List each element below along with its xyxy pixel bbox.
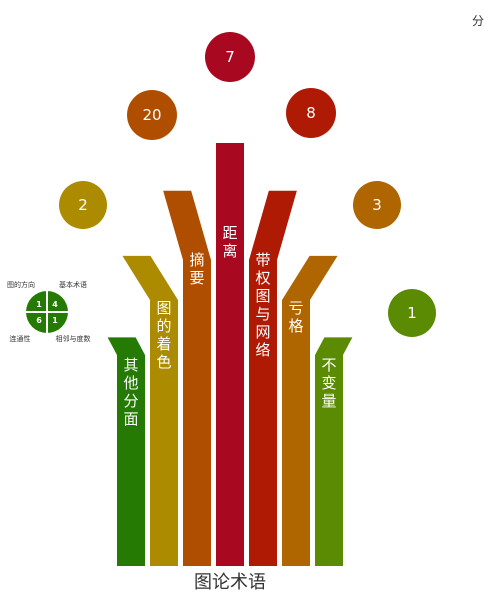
bar-shape[interactable]: [163, 190, 211, 566]
value-circle-5[interactable]: 3: [353, 181, 401, 229]
chart-title: 图论术语: [194, 572, 266, 593]
mini-pie-value: 4: [52, 300, 58, 309]
bar-4[interactable]: 距离: [216, 143, 244, 566]
value-circle-2[interactable]: 20: [127, 90, 177, 140]
mini-pie-label: 图的方向: [7, 280, 35, 289]
bar-7[interactable]: 不变量: [315, 337, 353, 566]
value-circle-shape[interactable]: [388, 289, 436, 337]
value-circle-number: 2: [78, 196, 88, 214]
value-circle-1[interactable]: 2: [59, 181, 107, 229]
value-circle-6[interactable]: 1: [388, 289, 436, 337]
value-circle-number: 7: [225, 48, 235, 66]
bar-5[interactable]: 带权图与网络: [249, 190, 297, 566]
bars-layer: 其他分面 图的着色 摘要距离带权图与网络 亏格不变量: [107, 143, 353, 567]
bar-6[interactable]: 亏格: [282, 255, 338, 567]
bar-label: 摘要: [189, 251, 204, 287]
bar-label: 亏格: [288, 299, 303, 335]
bar-label: 带权图与网络: [255, 251, 270, 359]
mini-pie-value: 1: [36, 300, 42, 309]
mini-pie-value: 6: [36, 316, 42, 325]
bar-label: 距离: [222, 224, 237, 260]
value-circle-number: 1: [407, 304, 417, 322]
bar-2[interactable]: 图的着色: [122, 255, 178, 567]
value-circle-shape[interactable]: [127, 90, 177, 140]
mini-pie-label: 连通性: [10, 334, 31, 343]
bar-shape[interactable]: [249, 190, 297, 566]
value-circle-shape[interactable]: [205, 32, 255, 82]
bar-label: 其他分面: [123, 356, 138, 428]
bar-shape[interactable]: [107, 337, 145, 566]
value-circle-number: 20: [142, 106, 161, 124]
value-circle-shape[interactable]: [59, 181, 107, 229]
value-circle-3[interactable]: 7: [205, 32, 255, 82]
mini-pie-label: 基本术语: [59, 280, 87, 289]
value-circle-4[interactable]: 8: [286, 88, 336, 138]
value-circle-shape[interactable]: [353, 181, 401, 229]
bar-label: 图的着色: [156, 299, 171, 371]
mini-pie-label: 相邻与度数: [56, 334, 91, 343]
bar-1[interactable]: 其他分面: [107, 337, 145, 566]
bar-label: 不变量: [321, 356, 336, 410]
value-circle-number: 8: [306, 104, 316, 122]
bar-shape[interactable]: [315, 337, 353, 566]
bar-3[interactable]: 摘要: [163, 190, 211, 566]
value-circle-shape[interactable]: [286, 88, 336, 138]
value-circle-number: 3: [372, 196, 382, 214]
mini-pie-value: 1: [52, 316, 58, 325]
circles-layer: 2 20 7 8 3 1: [59, 32, 436, 337]
bar-shape[interactable]: [282, 255, 338, 567]
bar-shape[interactable]: [122, 255, 178, 567]
corner-label[interactable]: 分: [471, 14, 484, 28]
bar-shape[interactable]: [216, 143, 244, 566]
